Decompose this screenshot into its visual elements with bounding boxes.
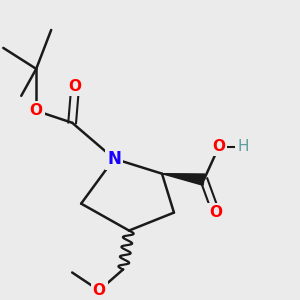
Text: O: O <box>69 79 82 94</box>
Text: O: O <box>30 103 43 118</box>
Polygon shape <box>162 174 205 185</box>
Text: H: H <box>237 139 249 154</box>
Text: O: O <box>209 205 222 220</box>
Text: N: N <box>107 150 121 168</box>
Text: O: O <box>212 139 225 154</box>
Text: O: O <box>93 283 106 298</box>
